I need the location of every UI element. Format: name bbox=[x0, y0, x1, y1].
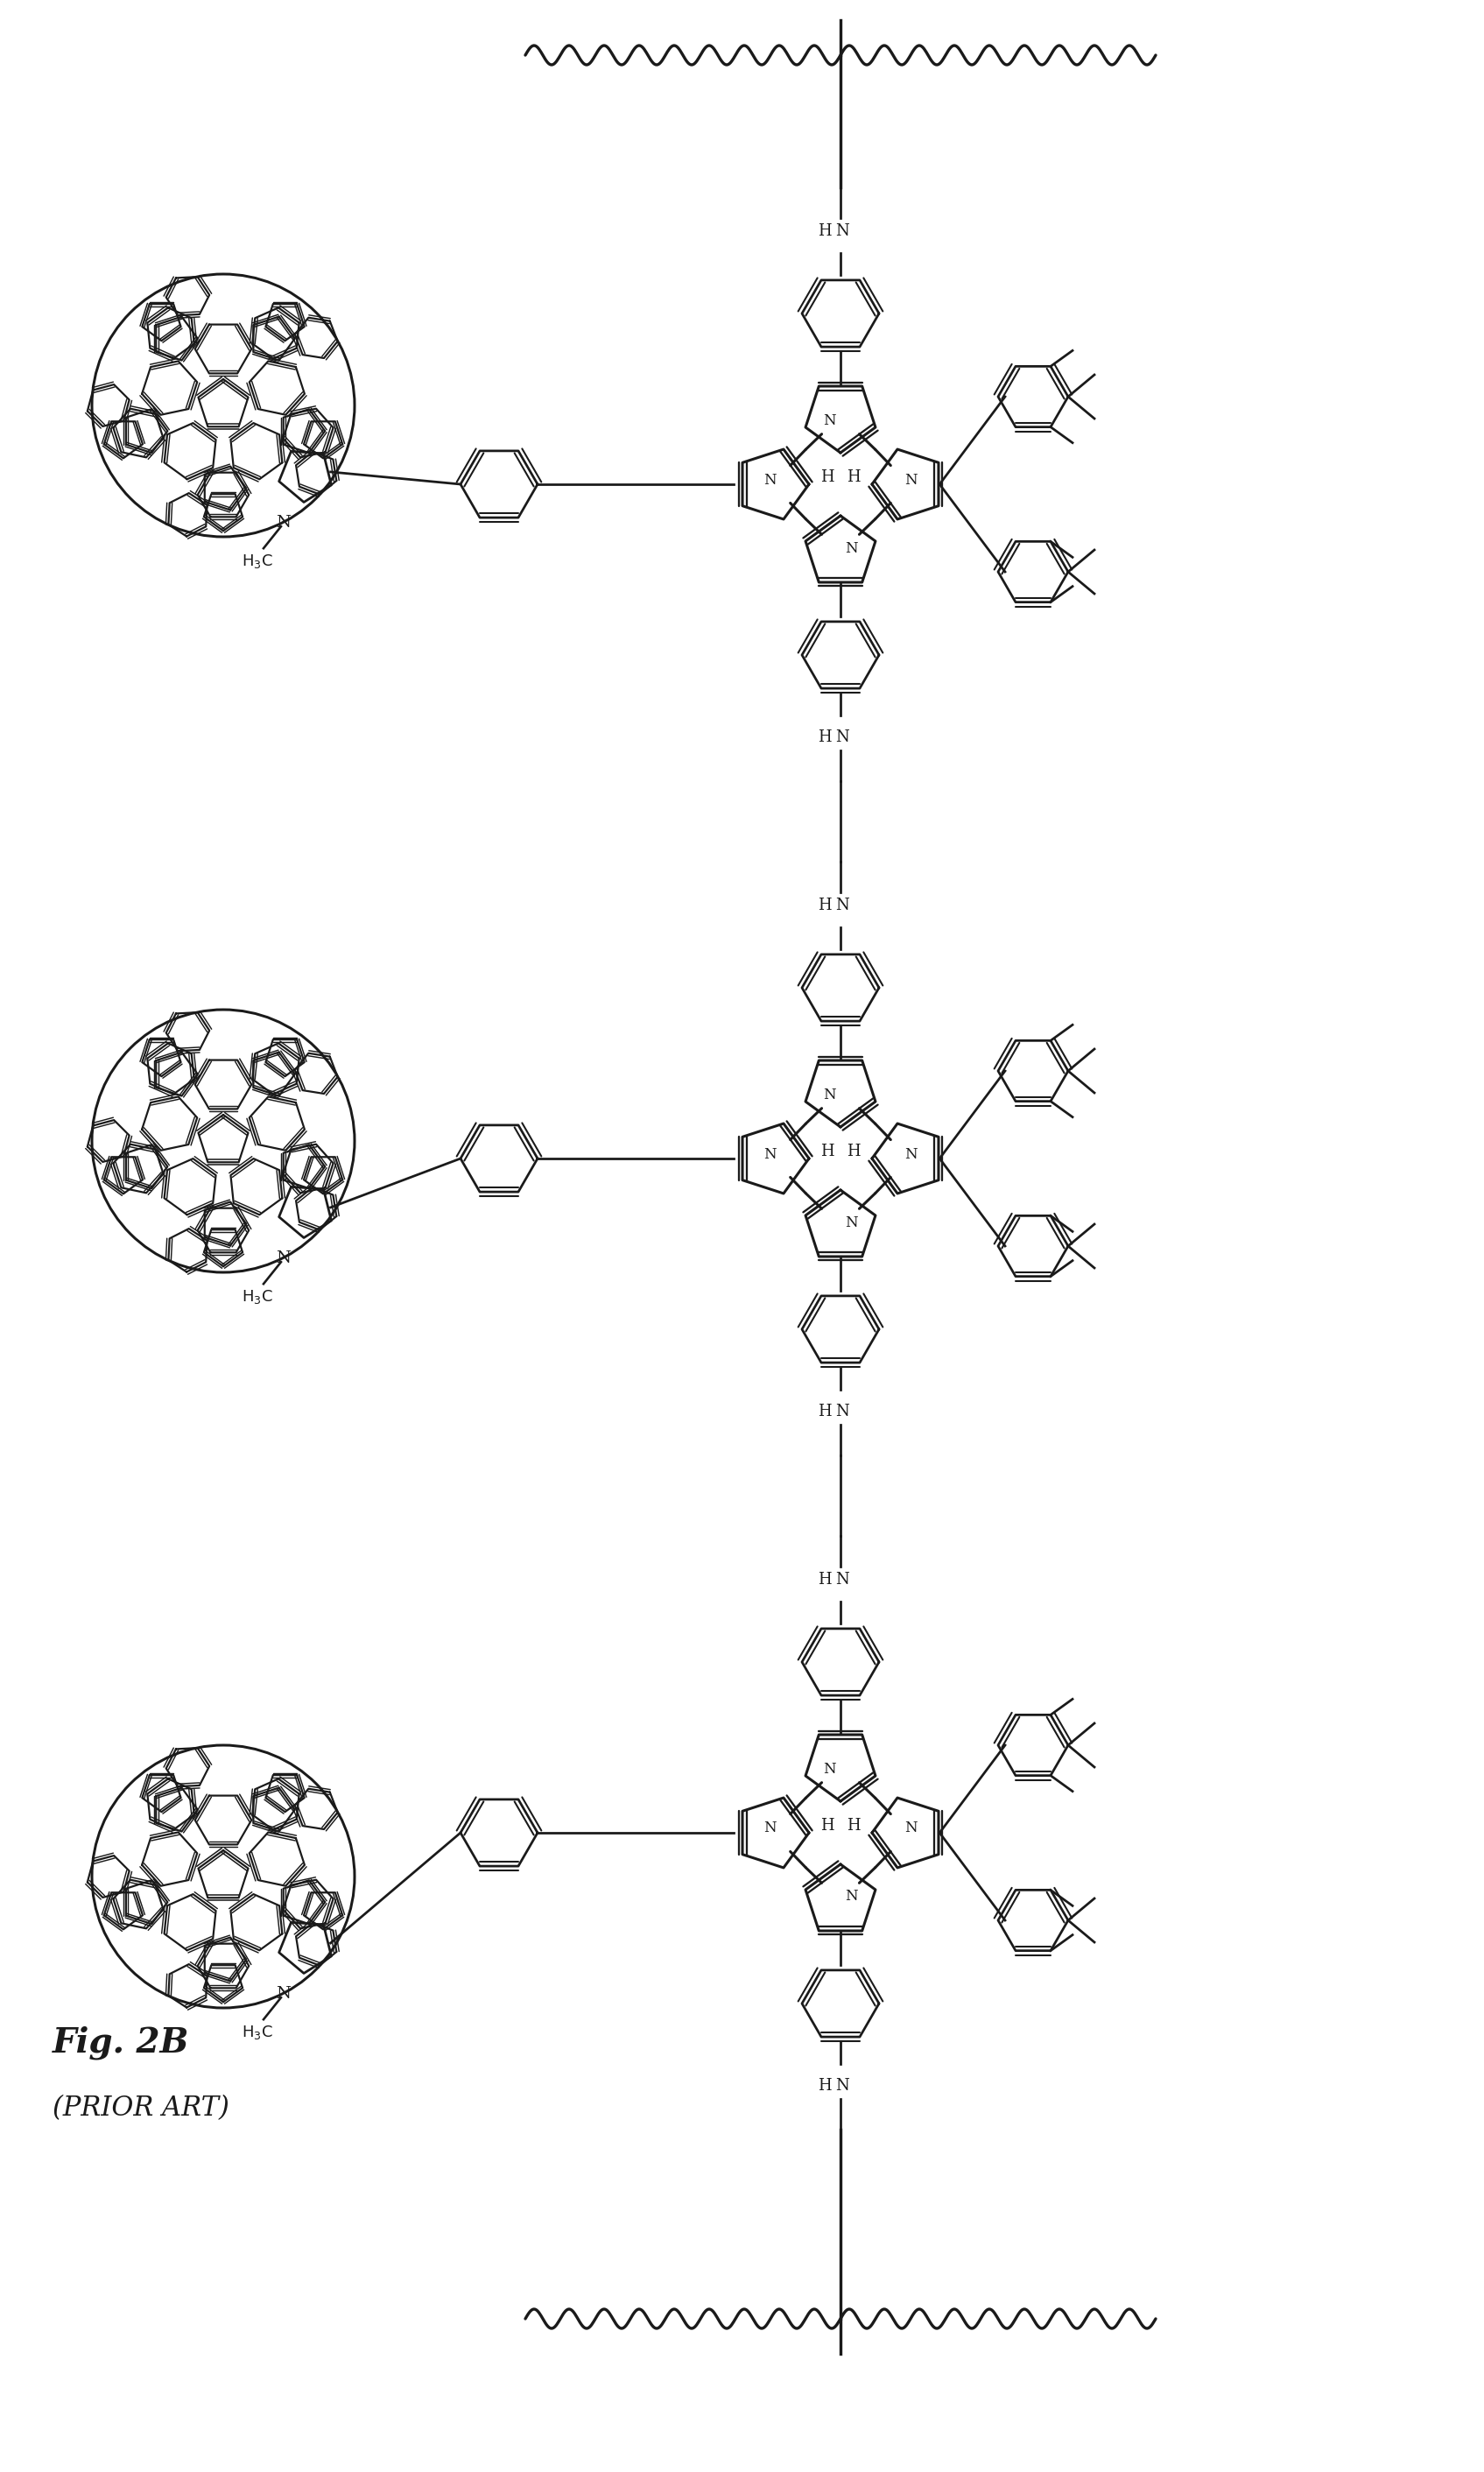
Text: N: N bbox=[276, 1251, 291, 1266]
Text: N: N bbox=[835, 2079, 849, 2094]
Text: H: H bbox=[818, 222, 831, 240]
Text: $\mathregular{H_3C}$: $\mathregular{H_3C}$ bbox=[242, 2025, 273, 2042]
Text: N: N bbox=[835, 1404, 849, 1419]
Text: H: H bbox=[818, 1404, 831, 1419]
Circle shape bbox=[93, 1011, 353, 1271]
Text: H: H bbox=[821, 470, 834, 485]
Text: N: N bbox=[835, 222, 849, 240]
Text: N: N bbox=[764, 472, 776, 487]
Text: H: H bbox=[847, 1817, 861, 1834]
Text: N: N bbox=[276, 1985, 291, 2002]
Text: H: H bbox=[818, 729, 831, 744]
Text: N: N bbox=[764, 1147, 776, 1162]
Text: H: H bbox=[847, 470, 861, 485]
Text: H: H bbox=[818, 1572, 831, 1587]
Text: N: N bbox=[844, 1214, 858, 1231]
Text: N: N bbox=[904, 472, 917, 487]
Text: N: N bbox=[824, 413, 835, 428]
Text: Fig. 2B: Fig. 2B bbox=[52, 2027, 190, 2059]
Text: N: N bbox=[835, 729, 849, 744]
Text: N: N bbox=[764, 1822, 776, 1837]
Text: H: H bbox=[818, 897, 831, 912]
Text: N: N bbox=[904, 1147, 917, 1162]
Text: N: N bbox=[844, 1889, 858, 1903]
Text: H: H bbox=[821, 1145, 834, 1159]
Text: N: N bbox=[835, 1572, 849, 1587]
Text: (PRIOR ART): (PRIOR ART) bbox=[52, 2096, 229, 2121]
Text: N: N bbox=[276, 514, 291, 531]
Text: N: N bbox=[824, 1763, 835, 1777]
Text: H: H bbox=[818, 2079, 831, 2094]
Text: $\mathregular{H_3C}$: $\mathregular{H_3C}$ bbox=[242, 554, 273, 571]
Text: N: N bbox=[835, 897, 849, 912]
Text: N: N bbox=[844, 541, 858, 556]
Text: N: N bbox=[904, 1822, 917, 1837]
Text: $\mathregular{H_3C}$: $\mathregular{H_3C}$ bbox=[242, 1288, 273, 1305]
Text: H: H bbox=[847, 1145, 861, 1159]
Text: N: N bbox=[824, 1088, 835, 1103]
Text: H: H bbox=[821, 1817, 834, 1834]
Circle shape bbox=[93, 274, 353, 536]
Circle shape bbox=[93, 1745, 353, 2007]
